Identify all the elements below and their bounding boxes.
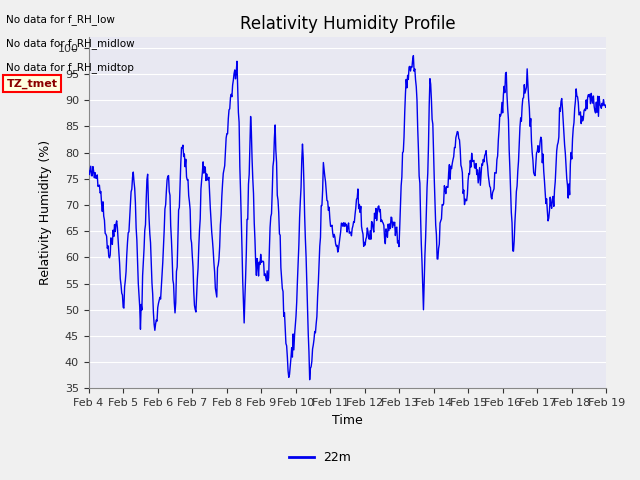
X-axis label: Time: Time <box>332 414 363 427</box>
Text: No data for f_RH_midtop: No data for f_RH_midtop <box>6 62 134 73</box>
Legend: 22m: 22m <box>284 446 356 469</box>
Title: Relativity Humidity Profile: Relativity Humidity Profile <box>239 15 455 33</box>
Text: TZ_tmet: TZ_tmet <box>6 78 58 89</box>
Text: No data for f_RH_low: No data for f_RH_low <box>6 14 115 25</box>
Y-axis label: Relativity Humidity (%): Relativity Humidity (%) <box>39 140 52 286</box>
Text: No data for f_RH_midlow: No data for f_RH_midlow <box>6 38 135 49</box>
